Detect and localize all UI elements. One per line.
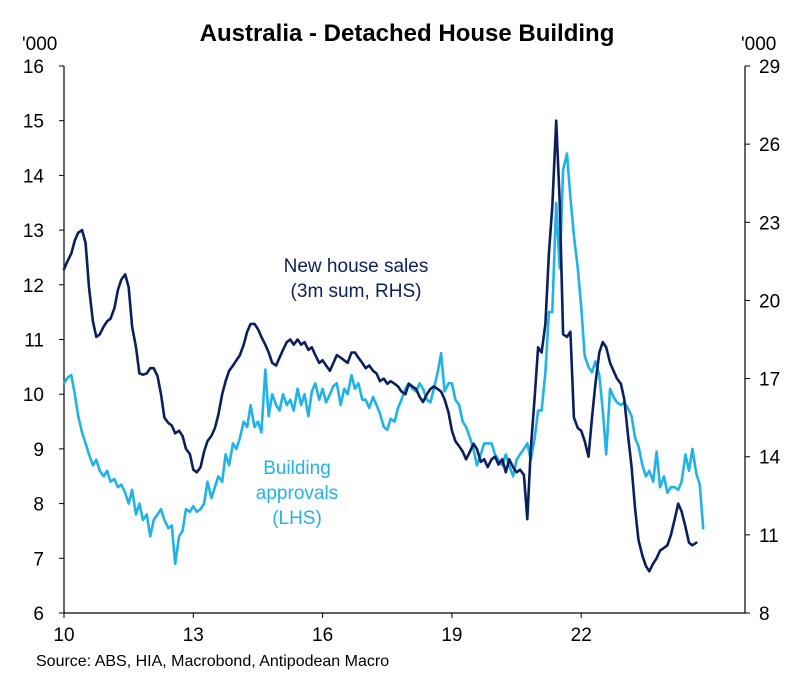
approvals-annotation: Building approvals (LHS) [256, 458, 338, 529]
right-tick-label: 11 [759, 526, 779, 547]
left-tick-label: 13 [23, 221, 44, 242]
left-tick-label: 16 [23, 57, 44, 78]
sales-annotation-line-1: New house sales [284, 256, 429, 277]
right-axis-unit-label: '000 [741, 34, 776, 55]
right-tick-label: 17 [759, 370, 780, 391]
building-approvals-line [62, 152, 705, 566]
chart-title: Australia - Detached House Building [200, 20, 615, 47]
x-tick-label: 10 [53, 625, 74, 646]
approvals-annotation-line-1: Building [263, 458, 331, 479]
left-tick-label: 10 [23, 385, 44, 406]
new-house-sales-line [62, 119, 698, 573]
sales-annotation: New house sales (3m sum, RHS) [284, 256, 429, 302]
right-tick-label: 26 [759, 135, 780, 156]
right-tick-label: 23 [759, 213, 780, 234]
x-tick-label: 16 [312, 625, 333, 646]
series-lines [62, 119, 705, 573]
approvals-annotation-line-2: approvals [256, 483, 338, 504]
left-tick-label: 6 [33, 604, 44, 625]
x-tick-label: 19 [441, 625, 462, 646]
left-tick-label: 12 [23, 276, 44, 297]
left-axis-unit-label: '000 [22, 34, 57, 55]
left-tick-label: 8 [33, 495, 44, 516]
sales-annotation-line-2: (3m sum, RHS) [291, 281, 422, 302]
left-tick-label: 15 [23, 112, 44, 133]
source-note: Source: ABS, HIA, Macrobond, Antipodean … [36, 653, 389, 670]
x-axis-ticks: 10 13 16 19 22 [53, 613, 592, 646]
left-tick-label: 11 [24, 331, 44, 352]
right-tick-label: 29 [759, 57, 780, 78]
left-tick-label: 14 [23, 166, 45, 187]
chart-axes [63, 66, 746, 614]
approvals-annotation-line-3: (LHS) [272, 508, 322, 529]
right-tick-label: 14 [759, 448, 781, 469]
right-tick-label: 20 [759, 291, 780, 312]
left-tick-label: 7 [33, 549, 44, 570]
x-tick-label: 13 [183, 625, 204, 646]
x-tick-label: 22 [571, 625, 592, 646]
right-tick-label: 8 [759, 604, 770, 625]
left-tick-label: 9 [33, 440, 44, 461]
left-axis-ticks: 6 7 8 9 10 11 12 13 14 15 16 [23, 57, 64, 625]
right-axis-ticks: 8 11 14 17 20 23 26 29 [745, 57, 781, 625]
